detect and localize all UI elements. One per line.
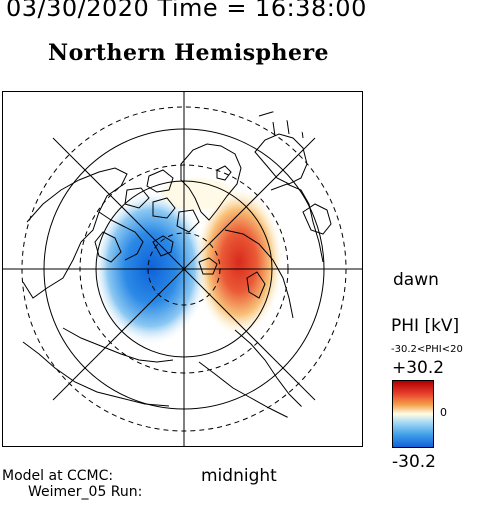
dawn-label: dawn: [393, 270, 439, 290]
colorbar-min-label: -30.2: [392, 452, 436, 472]
run-label: Weimer_05 Run:: [28, 484, 143, 500]
potential-pattern: [93, 178, 283, 346]
colorbar: [392, 380, 434, 448]
meridian-lines: [3, 92, 362, 446]
model-label: Model at CCMC:: [2, 468, 114, 484]
polar-map: [2, 91, 363, 447]
positive-potential-cell: [195, 188, 283, 336]
colorbar-range: -30.2<PHI<20: [391, 344, 463, 355]
date-time-title: 03/30/2020 Time = 16:38:00: [6, 0, 367, 22]
hemisphere-title: Northern Hemisphere: [48, 40, 330, 66]
colorbar-title: PHI [kV]: [391, 316, 460, 336]
colorbar-zero-label: 0: [440, 406, 447, 419]
negative-potential-cell: [93, 190, 209, 346]
colorbar-max-label: +30.2: [392, 358, 445, 378]
midnight-label: midnight: [201, 466, 277, 486]
